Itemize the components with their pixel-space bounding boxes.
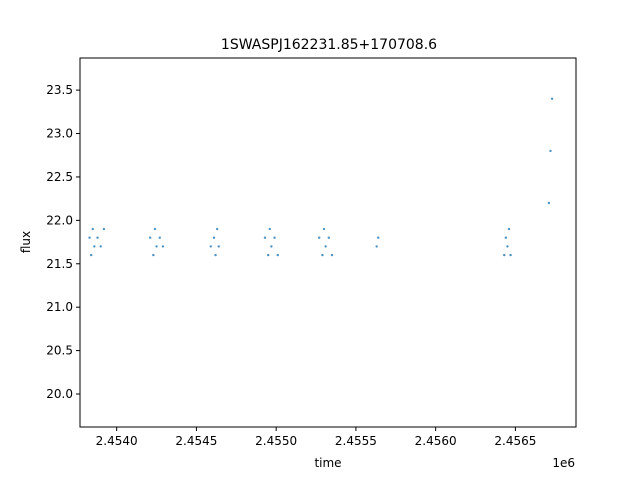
x-tick-label: 2.4545 [175, 434, 217, 448]
data-point [155, 245, 158, 248]
x-axis-offset-label: 1e6 [552, 456, 575, 470]
x-axis: 2.4540 2.4545 2.4550 2.4555 2.4560 2.4565 [96, 427, 536, 448]
data-point [547, 201, 551, 205]
data-point [327, 236, 330, 239]
y-axis: 20.0 20.5 21.0 21.5 22.0 22.5 23.0 23.5 [46, 83, 80, 401]
x-axis-label: time [314, 456, 341, 470]
y-axis-label: flux [19, 231, 33, 253]
data-point [324, 245, 327, 248]
data-point [276, 253, 279, 257]
data-point [158, 236, 161, 239]
plot-area [88, 97, 554, 257]
y-tick-label: 23.0 [46, 127, 73, 141]
data-point [503, 253, 506, 257]
data-point [506, 245, 509, 248]
data-point [214, 253, 217, 257]
data-point [330, 253, 334, 257]
y-tick-label: 21.5 [46, 257, 73, 271]
y-tick-label: 20.0 [46, 387, 73, 401]
data-point [509, 253, 512, 257]
data-point [507, 227, 511, 231]
data-point [99, 245, 102, 248]
data-point [321, 253, 324, 257]
x-tick-label: 2.4540 [96, 434, 138, 448]
x-tick-label: 2.4565 [494, 434, 536, 448]
data-point [318, 236, 321, 239]
data-point [549, 149, 552, 153]
data-point [161, 245, 165, 248]
data-point [270, 245, 273, 248]
data-point [504, 236, 508, 239]
data-point [91, 227, 94, 231]
data-point [322, 227, 326, 231]
data-point [212, 236, 216, 239]
axes-frame [79, 57, 577, 428]
data-point [88, 236, 91, 239]
data-point [217, 245, 220, 248]
x-tick-label: 2.4550 [255, 434, 297, 448]
data-point [148, 236, 152, 239]
y-tick-label: 23.5 [46, 83, 73, 97]
data-point [96, 236, 99, 239]
data-point [266, 253, 270, 257]
data-point [268, 227, 271, 231]
chart-title: 1SWASPJ162231.85+170708.6 [221, 37, 437, 53]
data-point [93, 245, 96, 248]
y-tick-label: 22.5 [46, 170, 73, 184]
data-point [273, 236, 276, 239]
data-point [377, 236, 380, 239]
y-tick-label: 22.0 [46, 213, 73, 227]
x-tick-label: 2.4555 [335, 434, 377, 448]
data-point [153, 227, 157, 231]
data-point [102, 227, 106, 231]
x-tick-label: 2.4560 [415, 434, 457, 448]
data-point [215, 227, 219, 231]
y-tick-label: 21.0 [46, 300, 73, 314]
data-point [375, 245, 378, 248]
data-point [209, 245, 212, 248]
data-point [550, 97, 554, 101]
data-point [89, 253, 93, 257]
data-point [152, 253, 155, 257]
y-tick-label: 20.5 [46, 344, 73, 358]
data-point [263, 236, 267, 239]
